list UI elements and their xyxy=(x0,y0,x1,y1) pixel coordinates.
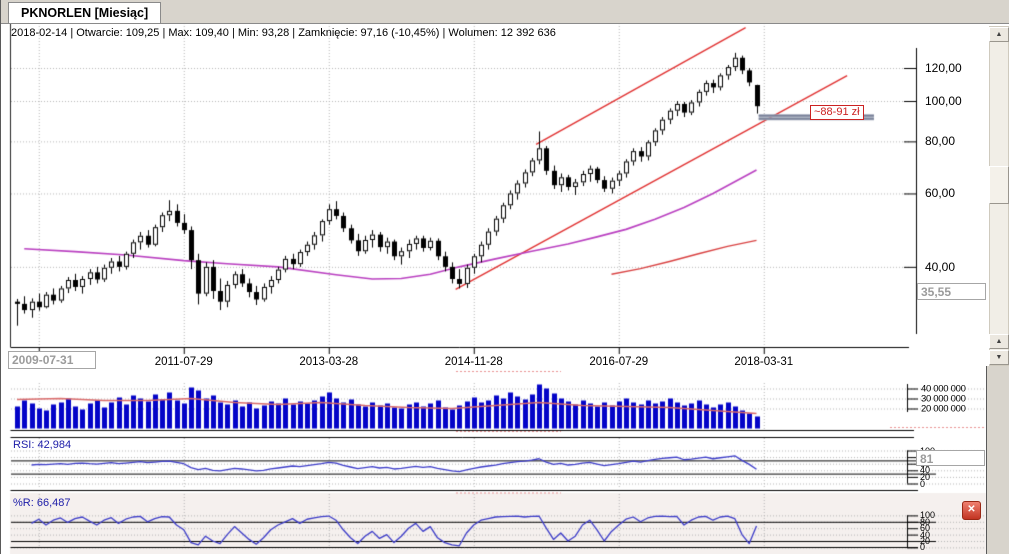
percent-r-tick-label: 60 xyxy=(920,523,931,534)
close-indicator-button[interactable]: ✕ xyxy=(962,501,981,520)
percent-r-tick-label: 0 xyxy=(920,542,926,553)
date-tick-label: 2014-11-28 xyxy=(444,356,503,368)
x-axis-start-date-box[interactable]: 2009-07-31 xyxy=(8,351,96,369)
volume-tick-label: 30 000 000 xyxy=(921,393,966,404)
volume-tick-label: 40 000 000 xyxy=(921,383,966,394)
date-tick-label: 2018-03-31 xyxy=(734,356,794,368)
percent-r-tick-label: 100 xyxy=(920,510,936,521)
rsi-tick-label: 40 xyxy=(920,465,931,476)
scroll-up-button[interactable]: ▲ xyxy=(989,27,1009,42)
percent-r-panel-label: %R: 66,487 xyxy=(13,497,71,509)
quote-info-bar: 2018-02-14 | Otwarcie: 109,25 | Max: 109… xyxy=(11,27,556,39)
price-tick-label: 40,00 xyxy=(925,259,956,274)
tab-bar: PKNORLEN [Miesiąc] xyxy=(1,0,1009,24)
right-gutter xyxy=(986,366,1009,554)
date-tick-label: 2011-07-29 xyxy=(154,356,213,368)
date-tick-label: 2013-03-28 xyxy=(299,356,359,368)
price-tick-label: 100,00 xyxy=(925,94,962,108)
percent-r-tick-label: 20 xyxy=(920,536,931,546)
date-tick-label: 2016-07-29 xyxy=(589,356,649,368)
percent-r-tick-label: 80 xyxy=(920,516,931,527)
price-tick-label: 80,00 xyxy=(925,134,956,149)
rsi-tick-label: 0 xyxy=(920,478,926,489)
percent-r-tick-label: 40 xyxy=(920,529,931,540)
price-scrollbar-thumb[interactable] xyxy=(989,166,1009,204)
tab-pknorlen[interactable]: PKNORLEN [Miesiąc] xyxy=(8,2,162,23)
rsi-axis-value-box[interactable]: 81 xyxy=(916,450,985,466)
rsi-tick-label: 20 xyxy=(920,471,931,482)
zoom-out-button[interactable]: ▼ xyxy=(989,350,1009,365)
zoom-in-button[interactable]: ▲ xyxy=(989,334,1009,349)
price-axis-min-box[interactable]: 35,55 xyxy=(917,283,986,300)
volume-tick-label: 20 000 000 xyxy=(921,403,966,414)
price-tick-label: 120,00 xyxy=(925,61,962,75)
rsi-panel-label: RSI: 42,984 xyxy=(13,439,72,451)
support-zone-annotation[interactable]: ~88-91 zł xyxy=(810,105,864,120)
price-tick-label: 60,00 xyxy=(925,186,956,201)
